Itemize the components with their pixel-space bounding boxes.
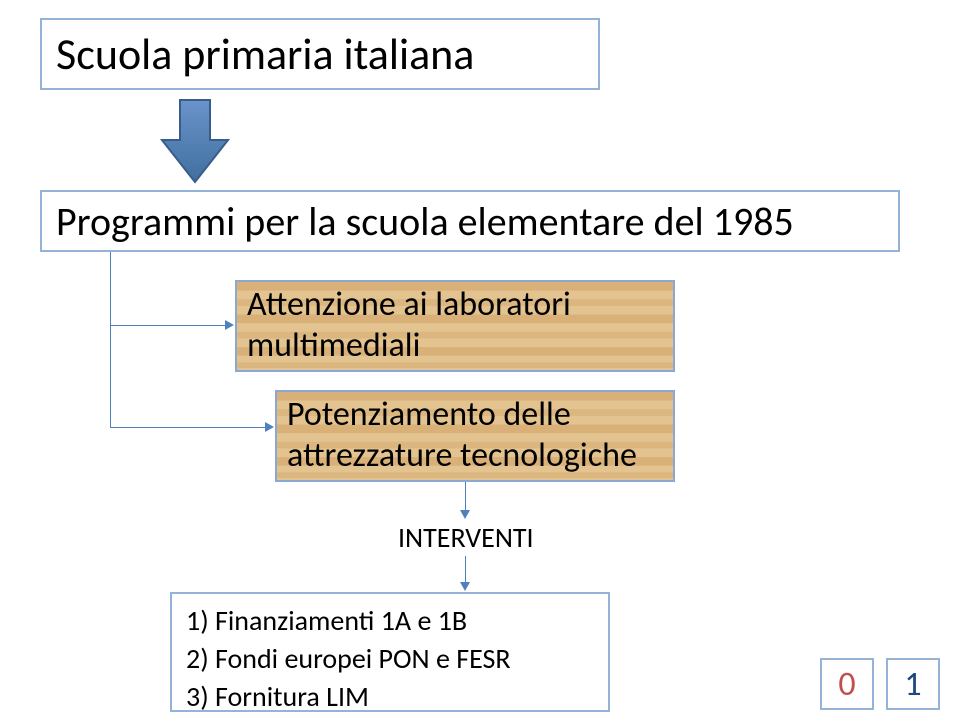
wood-box-2-line2: attrezzature tecnologiche — [287, 436, 673, 477]
connector-trunk — [110, 252, 111, 427]
wood-box-2-line1: Potenziamento delle — [287, 395, 673, 436]
page-0-text: 0 — [838, 664, 855, 705]
subtitle-text: Programmi per la scuola elementare del 1… — [56, 197, 794, 246]
wood-box-2: Potenziamento delle attrezzature tecnolo… — [275, 390, 675, 482]
page-number-1: 1 — [886, 658, 940, 710]
page-1-text: 1 — [904, 664, 921, 705]
interventi-label: INTERVENTI — [398, 520, 534, 555]
wood-box-1-line1: Attenzione ai laboratori — [247, 285, 673, 326]
connector-arrow-2-icon — [265, 422, 274, 432]
list-item-2: 2) Fondi europei PON e FESR — [186, 640, 594, 678]
connector-to-list — [465, 556, 466, 584]
wood-box-1-line2: multimediali — [247, 326, 673, 367]
list-box: 1) Finanziamenti 1A e 1B 2) Fondi europe… — [170, 592, 610, 712]
subtitle-box: Programmi per la scuola elementare del 1… — [40, 190, 900, 252]
down-arrow-icon — [160, 98, 230, 184]
title-box: Scuola primaria italiana — [40, 18, 600, 90]
page-number-0: 0 — [820, 658, 874, 710]
connector-to-list-arrow-icon — [460, 582, 470, 591]
connector-to-interventi — [465, 482, 466, 512]
wood-box-1: Attenzione ai laboratori multimediali — [235, 280, 675, 372]
title-text: Scuola primaria italiana — [56, 27, 474, 81]
connector-to-interventi-arrow-icon — [460, 510, 470, 519]
connector-arrow-1-icon — [225, 320, 234, 330]
list-item-3: 3) Fornitura LIM — [186, 678, 594, 716]
list-item-1: 1) Finanziamenti 1A e 1B — [186, 602, 594, 640]
connector-branch-2 — [110, 427, 265, 428]
interventi-text: INTERVENTI — [398, 520, 534, 555]
connector-branch-1 — [110, 325, 225, 326]
